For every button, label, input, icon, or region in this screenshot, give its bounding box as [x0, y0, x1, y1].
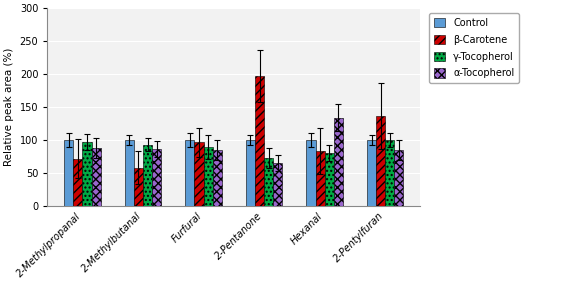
Bar [376, 116, 385, 206]
Bar [246, 140, 255, 206]
Bar [255, 76, 264, 206]
Bar [143, 145, 152, 206]
Bar [134, 168, 143, 206]
Bar [91, 148, 101, 206]
Bar [385, 140, 394, 206]
Bar [203, 147, 212, 206]
Bar [273, 163, 282, 206]
Bar [367, 140, 376, 206]
Legend: Control, β-Carotene, γ-Tocopherol, α-Tocopherol: Control, β-Carotene, γ-Tocopherol, α-Toc… [429, 13, 519, 83]
Bar [316, 151, 325, 206]
Bar [194, 142, 203, 206]
Bar [325, 153, 334, 206]
Bar [64, 140, 73, 206]
Bar [307, 140, 316, 206]
Bar [185, 140, 194, 206]
Bar [82, 142, 91, 206]
Bar [212, 150, 222, 206]
Bar [264, 158, 273, 206]
Bar [125, 140, 134, 206]
Bar [334, 118, 343, 206]
Bar [394, 150, 403, 206]
Bar [152, 149, 161, 206]
Y-axis label: Relative peak area (%): Relative peak area (%) [4, 48, 14, 166]
Bar [73, 158, 82, 206]
